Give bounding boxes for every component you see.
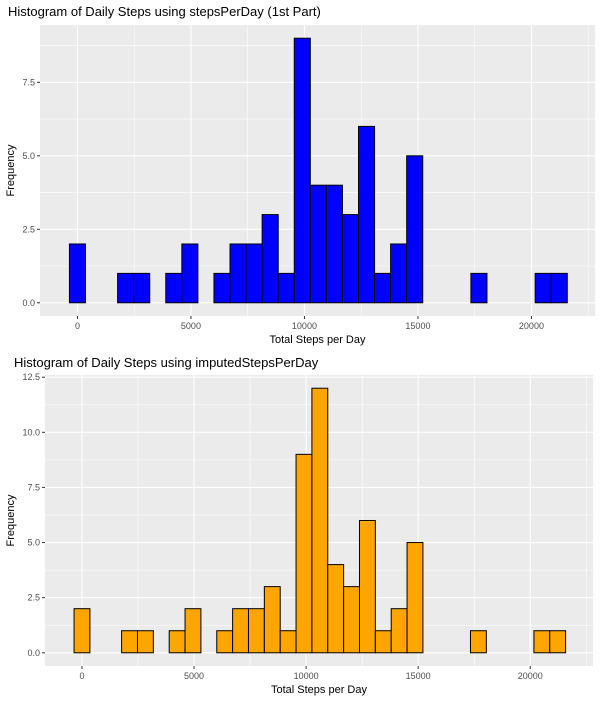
histogram-bar: [117, 272, 135, 304]
y-tick-label: 2.5: [27, 593, 40, 603]
histogram-bar: [549, 630, 567, 654]
histogram-bar: [184, 608, 202, 654]
histogram-bar: [133, 272, 151, 304]
chart-title: Histogram of Daily Steps using imputedSt…: [14, 355, 319, 370]
histogram-bar: [121, 630, 138, 654]
histogram-bar: [263, 586, 281, 654]
histogram-bar: [374, 272, 392, 304]
histogram-panel-2: Histogram of Daily Steps using imputedSt…: [5, 355, 593, 696]
histogram-bar: [469, 630, 487, 654]
histogram-bar: [311, 387, 329, 654]
y-tick-label: 5.0: [22, 151, 35, 161]
y-tick-label: 0.0: [27, 648, 40, 658]
y-tick-label: 0.0: [22, 298, 35, 308]
histogram-bar: [293, 37, 311, 304]
histogram-bar: [327, 564, 345, 654]
histogram-bar: [325, 184, 343, 304]
y-tick-label: 7.5: [22, 77, 35, 87]
histogram-bar: [470, 272, 488, 304]
histogram-bar: [279, 630, 297, 654]
histogram-bar: [165, 272, 183, 304]
bars: [68, 37, 568, 304]
histogram-bar: [213, 272, 231, 304]
histogram-bar: [390, 608, 408, 654]
y-axis-label: Frequency: [5, 144, 17, 196]
x-tick-label: 15000: [405, 321, 430, 331]
histogram-bar: [358, 125, 376, 304]
x-tick-label: 5000: [184, 671, 204, 681]
y-tick-label: 5.0: [27, 538, 40, 548]
histogram-panel-1: Histogram of Daily Steps using stepsPerD…: [5, 4, 595, 346]
histogram-bar: [168, 630, 186, 654]
histogram-bar: [341, 214, 360, 304]
x-tick-label: 10000: [292, 321, 317, 331]
histogram-bar: [550, 272, 568, 304]
histogram-bar: [73, 608, 91, 654]
x-axis-label: Total Steps per Day: [270, 334, 366, 346]
y-tick-label: 7.5: [27, 482, 40, 492]
x-tick-label: 0: [75, 321, 80, 331]
histogram-bar: [534, 272, 552, 304]
x-tick-label: 5000: [181, 321, 201, 331]
histogram-bar: [406, 155, 424, 304]
x-tick-label: 0: [79, 671, 84, 681]
histogram-bar: [216, 630, 234, 654]
x-tick-label: 20000: [519, 321, 544, 331]
histogram-bar: [406, 542, 424, 654]
y-tick-label: 2.5: [22, 224, 35, 234]
histogram-bar: [181, 243, 199, 304]
histogram-bar: [309, 184, 327, 304]
y-tick-label: 12.5: [22, 372, 40, 382]
x-tick-label: 10000: [294, 671, 319, 681]
x-axis-label: Total Steps per Day: [271, 684, 367, 696]
y-tick-label: 10.0: [22, 427, 40, 437]
histogram-bar: [374, 630, 392, 654]
histogram-bar: [136, 630, 154, 654]
histogram-bar: [232, 608, 249, 654]
bars: [73, 387, 567, 654]
histogram-bar: [390, 243, 408, 304]
histogram-bar: [247, 608, 265, 654]
histogram-bar: [261, 214, 279, 304]
histogram-bar: [277, 272, 295, 304]
histogram-bar: [358, 520, 376, 654]
histogram-bar: [343, 586, 360, 654]
histogram-bar: [295, 453, 313, 654]
x-tick-label: 20000: [518, 671, 543, 681]
histogram-bar: [229, 243, 247, 304]
histogram-bar: [245, 243, 263, 304]
x-tick-label: 15000: [406, 671, 431, 681]
histogram-bar: [533, 630, 551, 654]
chart-title: Histogram of Daily Steps using stepsPerD…: [8, 4, 321, 19]
y-axis-label: Frequency: [5, 494, 17, 546]
histogram-bar: [68, 243, 86, 304]
